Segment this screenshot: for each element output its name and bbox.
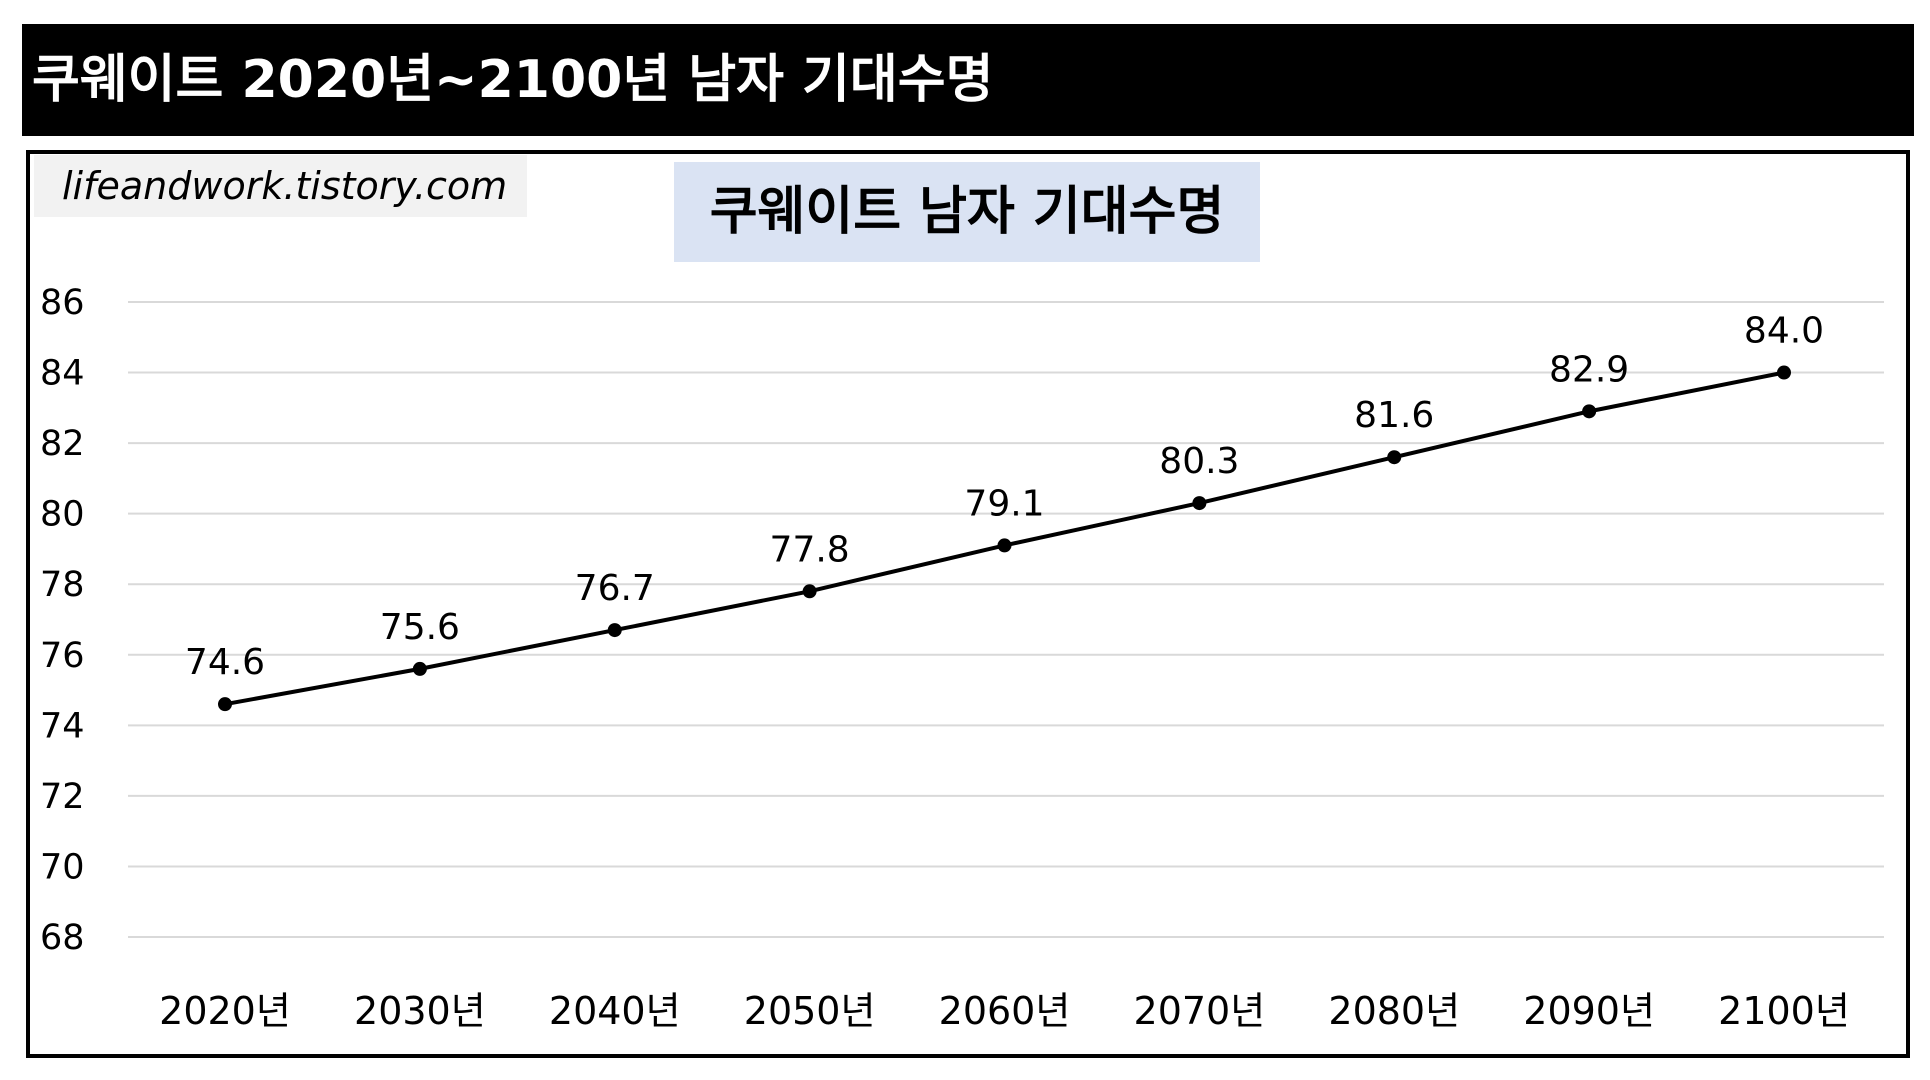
- data-point: [802, 584, 817, 599]
- watermark-text: lifeandwork.tistory.com: [62, 164, 508, 208]
- y-tick-label: 86: [40, 283, 85, 323]
- data-label: 81.6: [1354, 395, 1434, 436]
- data-point: [1777, 365, 1791, 380]
- data-point: [218, 697, 232, 712]
- data-labels: 74.6 75.6 76.7 77.8 79.1 80.3 81.6 82.9 84.0: [185, 311, 1824, 684]
- banner-title: 쿠웨이트 2020년~2100년 남자 기대수명: [32, 50, 994, 110]
- x-tick-label: 2070년: [1134, 989, 1266, 1033]
- y-tick-label: 74: [40, 706, 85, 746]
- data-label: 76.7: [575, 568, 655, 609]
- data-label: 74.6: [185, 642, 265, 683]
- data-point: [1192, 496, 1207, 511]
- chart-title: 쿠웨이트 남자 기대수명: [709, 182, 1225, 242]
- title-banner: 쿠웨이트 2020년~2100년 남자 기대수명: [22, 24, 1914, 136]
- x-tick-label: 2080년: [1328, 989, 1460, 1033]
- data-points: [218, 365, 1791, 712]
- x-tick-label: 2030년: [354, 989, 486, 1033]
- data-label: 84.0: [1744, 311, 1824, 352]
- data-label: 77.8: [770, 529, 850, 570]
- y-tick-label: 78: [40, 565, 85, 605]
- x-tick-label: 2050년: [744, 989, 876, 1033]
- x-tick-label: 2100년: [1718, 989, 1850, 1033]
- data-label: 79.1: [964, 483, 1044, 524]
- y-tick-label: 76: [40, 636, 85, 676]
- data-label: 82.9: [1549, 349, 1629, 390]
- y-tick-label: 80: [40, 495, 85, 535]
- data-point: [412, 661, 427, 676]
- chart-title-box: 쿠웨이트 남자 기대수명: [674, 162, 1260, 262]
- y-tick-label: 72: [40, 777, 85, 817]
- data-point: [607, 623, 622, 638]
- y-tick-label: 84: [40, 354, 85, 394]
- data-point: [1387, 450, 1402, 465]
- gridlines: [128, 301, 1884, 938]
- x-tick-label: 2040년: [549, 989, 681, 1033]
- x-axis-ticks: 2020년 2030년 2040년 2050년 2060년 2070년 2080년 2090년…: [159, 989, 1850, 1033]
- y-tick-label: 70: [40, 847, 85, 887]
- x-tick-label: 2090년: [1523, 989, 1655, 1033]
- y-tick-label: 68: [40, 918, 85, 958]
- data-label: 75.6: [380, 607, 460, 648]
- x-tick-label: 2060년: [939, 989, 1071, 1033]
- y-tick-label: 82: [40, 424, 85, 464]
- data-point: [997, 538, 1012, 553]
- y-axis-ticks: 68 70 72 74 76 78 80 82 84 86: [40, 283, 85, 958]
- data-label: 80.3: [1159, 441, 1239, 482]
- watermark-box: lifeandwork.tistory.com: [34, 155, 527, 217]
- x-tick-label: 2020년: [159, 989, 291, 1033]
- data-point: [1582, 404, 1597, 419]
